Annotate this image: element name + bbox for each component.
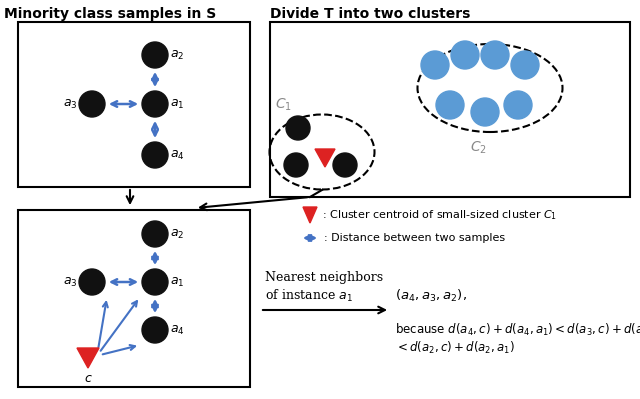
Text: Divide T into two clusters: Divide T into two clusters <box>270 7 470 21</box>
Text: $c$: $c$ <box>84 371 92 385</box>
Text: of instance $a_1$: of instance $a_1$ <box>265 288 353 304</box>
FancyBboxPatch shape <box>18 22 250 187</box>
Text: $\left(a_4, a_3, a_2\right),$: $\left(a_4, a_3, a_2\right),$ <box>395 288 467 304</box>
Circle shape <box>471 98 499 126</box>
Circle shape <box>286 116 310 140</box>
Circle shape <box>142 221 168 247</box>
Circle shape <box>481 41 509 69</box>
Circle shape <box>284 153 308 177</box>
Text: $a_4$: $a_4$ <box>170 324 185 336</box>
Circle shape <box>79 269 105 295</box>
Text: $<d(a_2,c)+d(a_2,a_1)$: $<d(a_2,c)+d(a_2,a_1)$ <box>395 340 515 356</box>
Text: Minority class samples in S: Minority class samples in S <box>4 7 216 21</box>
Text: : Distance between two samples: : Distance between two samples <box>324 233 505 243</box>
Circle shape <box>142 269 168 295</box>
Text: $a_1$: $a_1$ <box>170 97 184 111</box>
Text: $C_2$: $C_2$ <box>470 140 487 156</box>
Text: because $d(a_4,c)+d(a_4,a_1)<d(a_3,c)+d(a_3,a_1)$: because $d(a_4,c)+d(a_4,a_1)<d(a_3,c)+d(… <box>395 322 640 338</box>
Circle shape <box>333 153 357 177</box>
Circle shape <box>451 41 479 69</box>
Text: $a_1$: $a_1$ <box>170 275 184 288</box>
Circle shape <box>436 91 464 119</box>
Text: : Cluster centroid of small-sized cluster $C_1$: : Cluster centroid of small-sized cluste… <box>322 208 557 222</box>
Text: $C_1$: $C_1$ <box>275 97 292 113</box>
FancyBboxPatch shape <box>18 210 250 387</box>
Circle shape <box>79 91 105 117</box>
Polygon shape <box>77 348 99 368</box>
FancyBboxPatch shape <box>270 22 630 197</box>
Circle shape <box>504 91 532 119</box>
Text: $a_4$: $a_4$ <box>170 148 185 162</box>
Circle shape <box>142 42 168 68</box>
Circle shape <box>142 91 168 117</box>
Text: $a_2$: $a_2$ <box>170 48 184 61</box>
Text: $a_2$: $a_2$ <box>170 227 184 241</box>
Circle shape <box>421 51 449 79</box>
Circle shape <box>142 142 168 168</box>
Text: Nearest neighbors: Nearest neighbors <box>265 271 383 284</box>
Circle shape <box>142 317 168 343</box>
Text: $a_3$: $a_3$ <box>63 97 77 111</box>
Text: $a_3$: $a_3$ <box>63 275 77 288</box>
Polygon shape <box>303 207 317 223</box>
Circle shape <box>511 51 539 79</box>
Polygon shape <box>315 149 335 167</box>
